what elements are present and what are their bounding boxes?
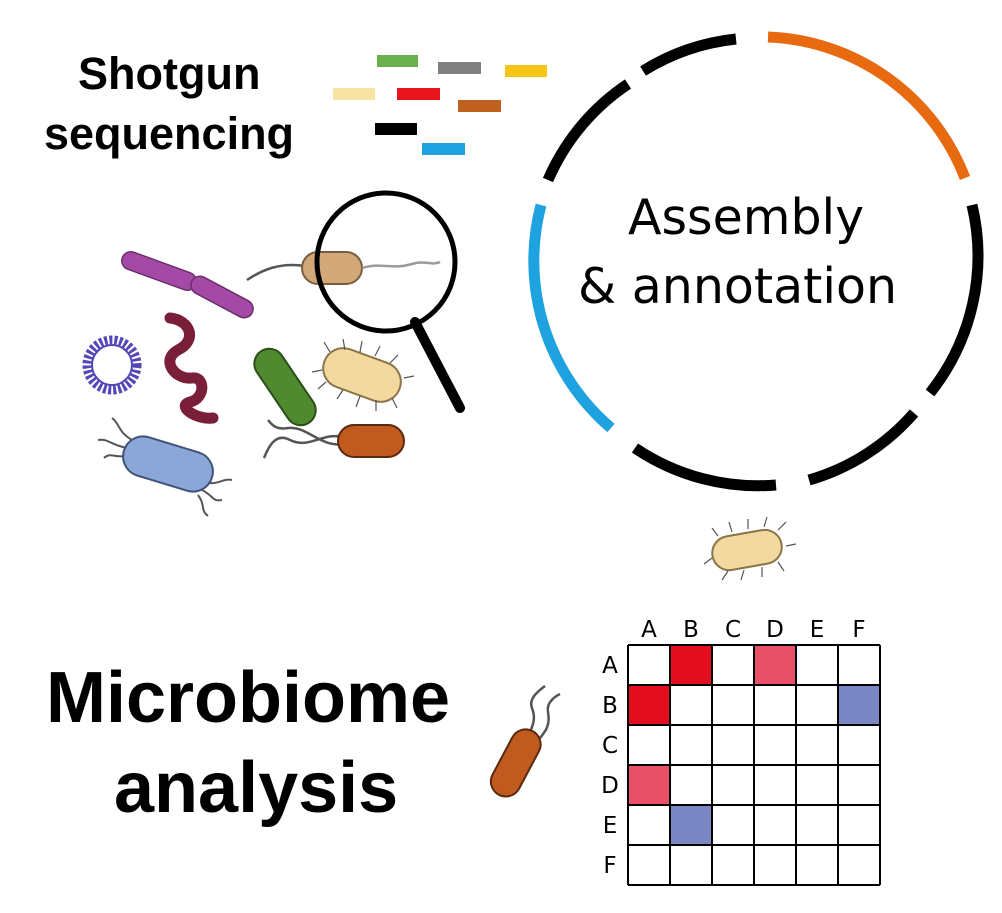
tan-rod-microbe [311, 338, 415, 411]
matrix-cell-DA [628, 765, 670, 805]
matrix-cell-AB [670, 645, 712, 685]
magnifying-glass-icon [246, 190, 465, 413]
matrix-col-label: B [683, 617, 699, 643]
matrix-cell-AD [754, 645, 796, 685]
spiral-microbe [164, 312, 219, 424]
shotgun-title-line1: Shotgun [78, 48, 260, 99]
matrix-cell-BA [628, 685, 670, 725]
ring-arc-black-3 [925, 203, 984, 397]
matrix-col-label: D [766, 617, 784, 643]
matrix-row-label: E [603, 813, 618, 839]
blue-rod-microbe [97, 417, 233, 517]
read-green [377, 55, 418, 67]
matrix-row-label: D [601, 773, 619, 799]
matrix-cell-BF [838, 685, 880, 725]
assembly-ring [528, 31, 984, 492]
ring-microbe [82, 335, 142, 395]
matrix-row-label: A [602, 653, 618, 679]
ring-arc-black-2 [542, 79, 632, 183]
assembly-title-line2: & annotation [578, 258, 897, 315]
ring-arc-black-5 [631, 443, 777, 492]
read-red [397, 88, 440, 100]
brown-flagellated-microbe [262, 419, 405, 459]
shotgun-title-line2: sequencing [44, 108, 294, 159]
matrix-col-label: A [641, 617, 657, 643]
matrix-col-label: E [810, 617, 825, 643]
matrix-row-label: F [603, 853, 616, 879]
matrix-row-label: B [602, 693, 618, 719]
matrix-cell-EB [670, 805, 712, 845]
read-grey [438, 62, 481, 74]
analysis-title-line1: Microbiome [46, 658, 450, 738]
matrix-col-label: C [725, 617, 741, 643]
ring-arc-black-4 [807, 409, 919, 486]
matrix-col-label: F [852, 617, 865, 643]
sequencing-reads [333, 55, 547, 155]
matrix-row-label: C [602, 733, 618, 759]
brown-rod-small-microbe [489, 685, 561, 798]
read-brown [458, 100, 501, 112]
read-cyan [422, 143, 465, 155]
magenta-rod-microbe [121, 250, 254, 319]
ring-arc-orange [767, 31, 971, 180]
green-rod-microbe [253, 347, 317, 427]
ring-arc-black-1 [640, 33, 737, 76]
analysis-title-line2: analysis [114, 748, 398, 828]
read-yellow [505, 65, 547, 77]
read-black [375, 123, 417, 135]
ring-arc-blue [528, 203, 615, 433]
assembly-title-line1: Assembly [628, 189, 864, 246]
read-cream [333, 88, 375, 100]
tan-rod-small-microbe [703, 516, 797, 581]
